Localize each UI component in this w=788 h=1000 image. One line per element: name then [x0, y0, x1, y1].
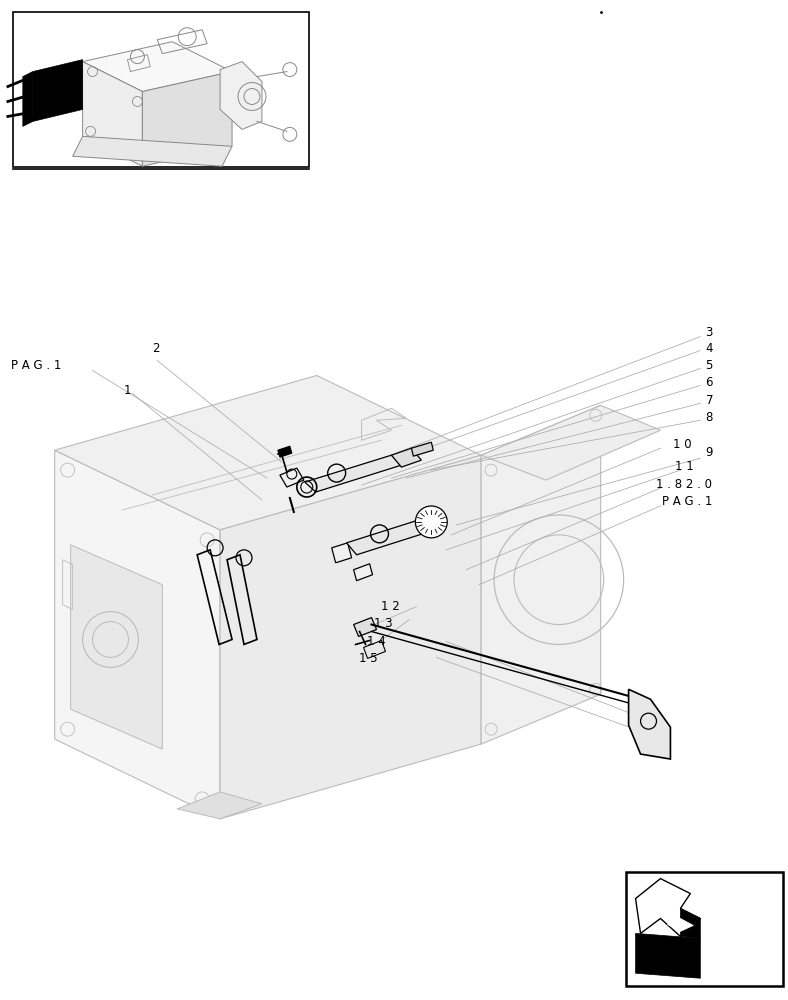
Polygon shape — [143, 72, 232, 166]
Polygon shape — [177, 792, 262, 819]
Text: 3: 3 — [705, 326, 713, 339]
Bar — [13, 12, 309, 167]
Polygon shape — [54, 450, 220, 819]
Polygon shape — [332, 543, 351, 563]
Circle shape — [415, 506, 448, 538]
Text: 4: 4 — [705, 342, 713, 355]
Polygon shape — [33, 60, 83, 121]
Polygon shape — [629, 689, 671, 759]
Text: 1 3: 1 3 — [374, 617, 393, 630]
Polygon shape — [280, 468, 304, 487]
Bar — [626, 872, 783, 986]
Polygon shape — [354, 564, 373, 581]
Polygon shape — [481, 405, 600, 744]
Polygon shape — [54, 375, 481, 530]
Polygon shape — [305, 455, 401, 492]
Text: 1 . 8 2 . 0: 1 . 8 2 . 0 — [656, 478, 712, 491]
Polygon shape — [83, 62, 143, 166]
Polygon shape — [481, 405, 660, 480]
Polygon shape — [411, 442, 433, 456]
Polygon shape — [363, 640, 385, 658]
Text: 1 0: 1 0 — [673, 438, 691, 451]
Polygon shape — [72, 136, 232, 166]
Polygon shape — [23, 72, 33, 126]
Text: 6: 6 — [705, 376, 713, 389]
Text: 1 5: 1 5 — [359, 652, 378, 665]
Text: 1: 1 — [124, 384, 131, 397]
Polygon shape — [220, 455, 481, 819]
Polygon shape — [667, 918, 693, 931]
Text: 7: 7 — [705, 394, 713, 407]
Text: P A G . 1: P A G . 1 — [11, 359, 61, 372]
Text: 8: 8 — [705, 411, 713, 424]
Text: P A G . 1: P A G . 1 — [663, 495, 713, 508]
Text: 1 2: 1 2 — [381, 600, 400, 613]
Polygon shape — [392, 448, 422, 467]
Polygon shape — [680, 908, 701, 938]
Polygon shape — [636, 879, 701, 936]
Polygon shape — [347, 516, 441, 555]
Text: 9: 9 — [705, 446, 713, 459]
Polygon shape — [220, 62, 262, 129]
Polygon shape — [83, 42, 232, 92]
Text: 1 4: 1 4 — [367, 635, 386, 648]
Polygon shape — [354, 618, 377, 636]
Text: 1 1: 1 1 — [675, 460, 693, 473]
Polygon shape — [278, 446, 292, 457]
Text: 5: 5 — [705, 359, 713, 372]
Polygon shape — [636, 933, 701, 978]
Text: 2: 2 — [152, 342, 160, 355]
Polygon shape — [71, 545, 162, 749]
